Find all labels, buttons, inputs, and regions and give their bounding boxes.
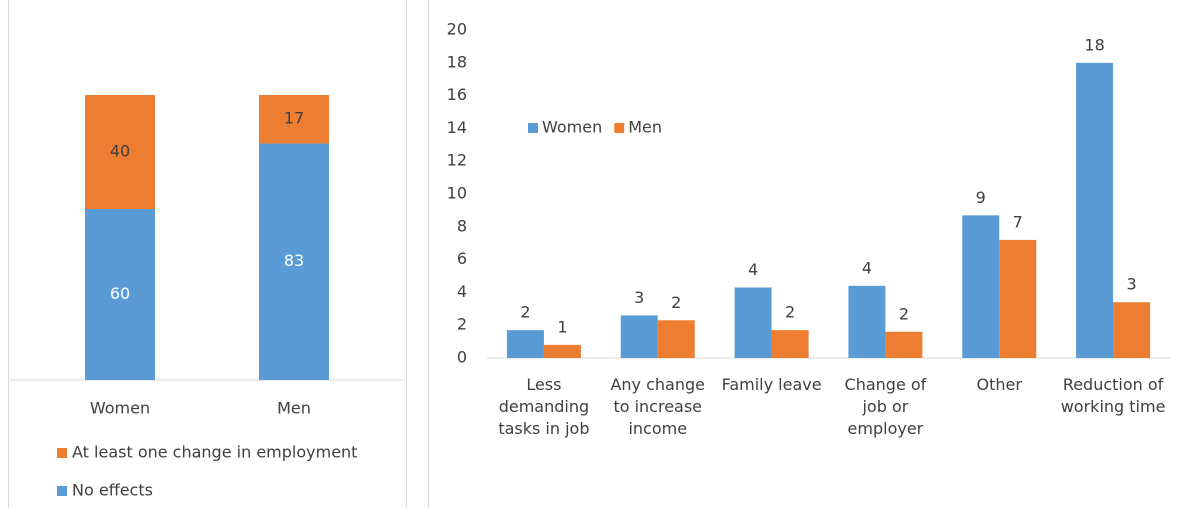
bar [885,331,923,358]
bar-segment [259,95,329,144]
left-panel-border [8,0,407,508]
y-tick-label: 4 [457,282,467,301]
y-tick-label: 18 [447,52,467,71]
x-tick-label: Women [90,399,150,418]
data-label: 83 [284,251,304,270]
data-label: 2 [520,303,530,322]
x-tick-label: Change of job or employer [844,375,927,438]
x-tick-label: Men [277,399,311,418]
data-label: 4 [862,258,872,277]
y-tick-label: 16 [447,85,467,104]
bar [848,285,886,358]
x-tick-label: Less demanding tasks in job [498,375,590,438]
bar [962,215,1000,358]
x-tick-label: Family leave [721,375,822,394]
legend-label: No effects [72,481,153,500]
y-tick-label: 20 [447,20,467,39]
data-label: 2 [899,304,909,323]
x-tick-label: Other [976,375,1022,394]
data-label: 17 [284,109,304,128]
data-label: 1 [557,317,567,336]
data-label: 2 [785,303,795,322]
y-tick-label: 6 [457,249,467,268]
bar [1076,62,1114,359]
legend-label: Men [628,118,662,137]
y-tick-label: 8 [457,216,467,235]
data-label: 3 [634,288,644,307]
bar [734,287,772,358]
data-label: 4 [748,260,758,279]
y-tick-label: 2 [457,315,467,334]
y-tick-label: 14 [447,118,467,137]
bar [543,344,581,358]
legend-swatch [57,486,67,496]
x-tick-label: Reduction of working time [1060,375,1166,416]
data-label: 40 [110,142,130,161]
legend-label: At least one change in employment [72,443,357,462]
bar [1113,302,1151,358]
data-label: 2 [671,293,681,312]
legend-label: Women [542,118,602,137]
bar-segment [85,209,155,380]
x-tick-label: Any change to increase income [610,375,705,438]
y-tick-label: 0 [457,348,467,367]
bar [999,239,1037,358]
data-label: 7 [1013,212,1023,231]
data-label: 60 [110,284,130,303]
bar [657,320,695,358]
y-tick-label: 12 [447,151,467,170]
data-label: 9 [976,188,986,207]
data-label: 18 [1084,35,1104,54]
y-tick-label: 10 [447,184,467,203]
bar-segment [85,95,155,209]
bar [506,330,544,358]
data-label: 3 [1126,275,1136,294]
legend-swatch [57,448,67,458]
bar-segment [259,143,329,380]
bar [620,315,658,358]
bar [771,330,809,358]
legend-swatch [528,123,538,133]
legend-swatch [614,123,625,133]
